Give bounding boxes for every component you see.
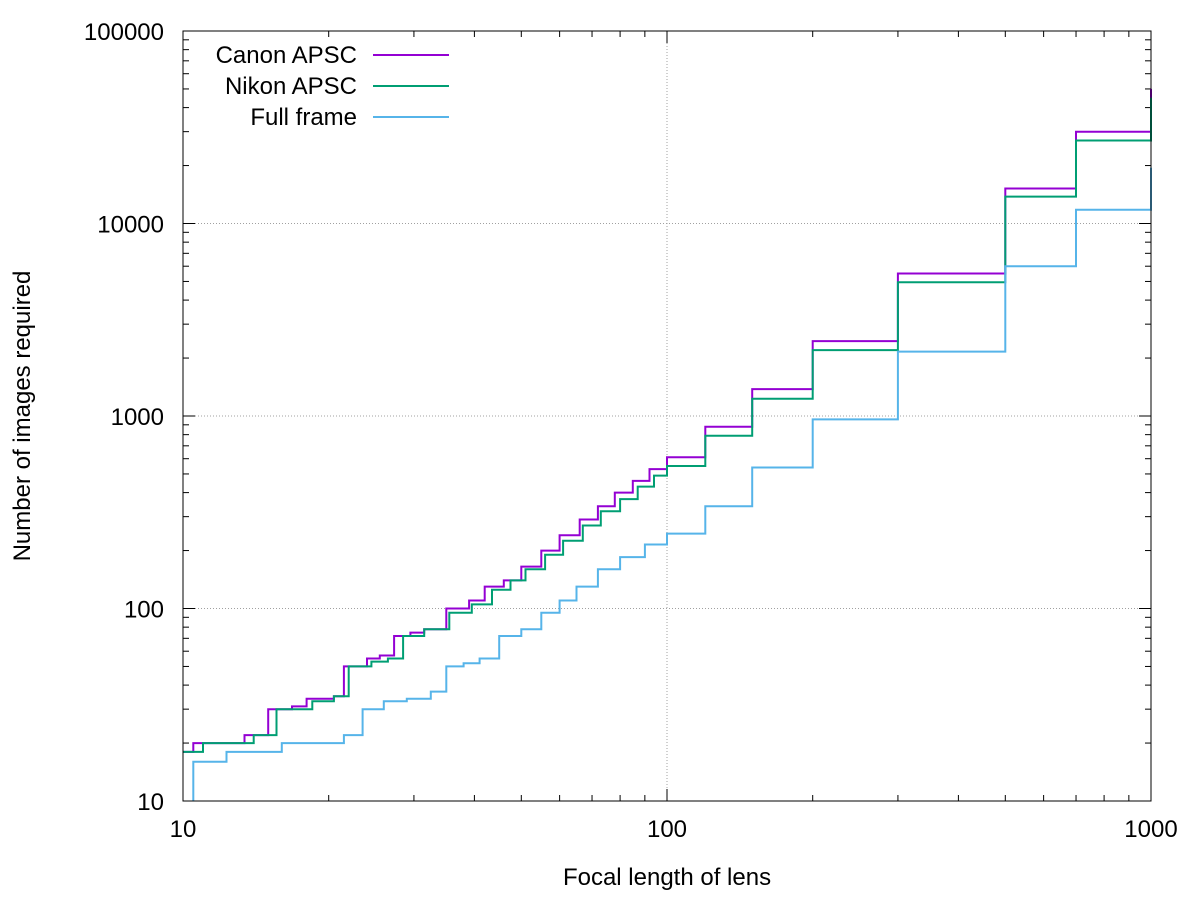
y-tick-label: 100	[124, 597, 164, 624]
legend: Canon APSC Nikon APSC Full frame	[216, 42, 449, 131]
y-tick-label: 100000	[84, 19, 164, 46]
minor-tick-layer	[183, 31, 1151, 801]
series-layer	[183, 88, 1152, 801]
x-axis-label: Focal length of lens	[563, 864, 771, 891]
legend-label: Nikon APSC	[225, 73, 357, 100]
x-tick-label: 10	[170, 816, 197, 843]
legend-label: Canon APSC	[216, 42, 357, 69]
y-tick-label: 10	[137, 789, 164, 816]
series-line-3	[192, 167, 1152, 801]
grid-layer	[183, 31, 1151, 801]
series-line-2	[183, 97, 1152, 753]
plot-frame	[182, 30, 1152, 802]
y-tick-label: 1000	[111, 404, 164, 431]
y-axis-label: Number of images required	[9, 271, 36, 562]
x-tick-label: 1000	[1124, 816, 1177, 843]
y-tick-labels: 10 100 1000 10000 100000	[84, 19, 164, 816]
x-tick-labels: 10 100 1000	[170, 816, 1178, 843]
legend-label: Full frame	[250, 104, 357, 131]
x-tick-label: 100	[647, 816, 687, 843]
series-line-1	[183, 88, 1152, 753]
y-tick-label: 10000	[97, 212, 164, 239]
